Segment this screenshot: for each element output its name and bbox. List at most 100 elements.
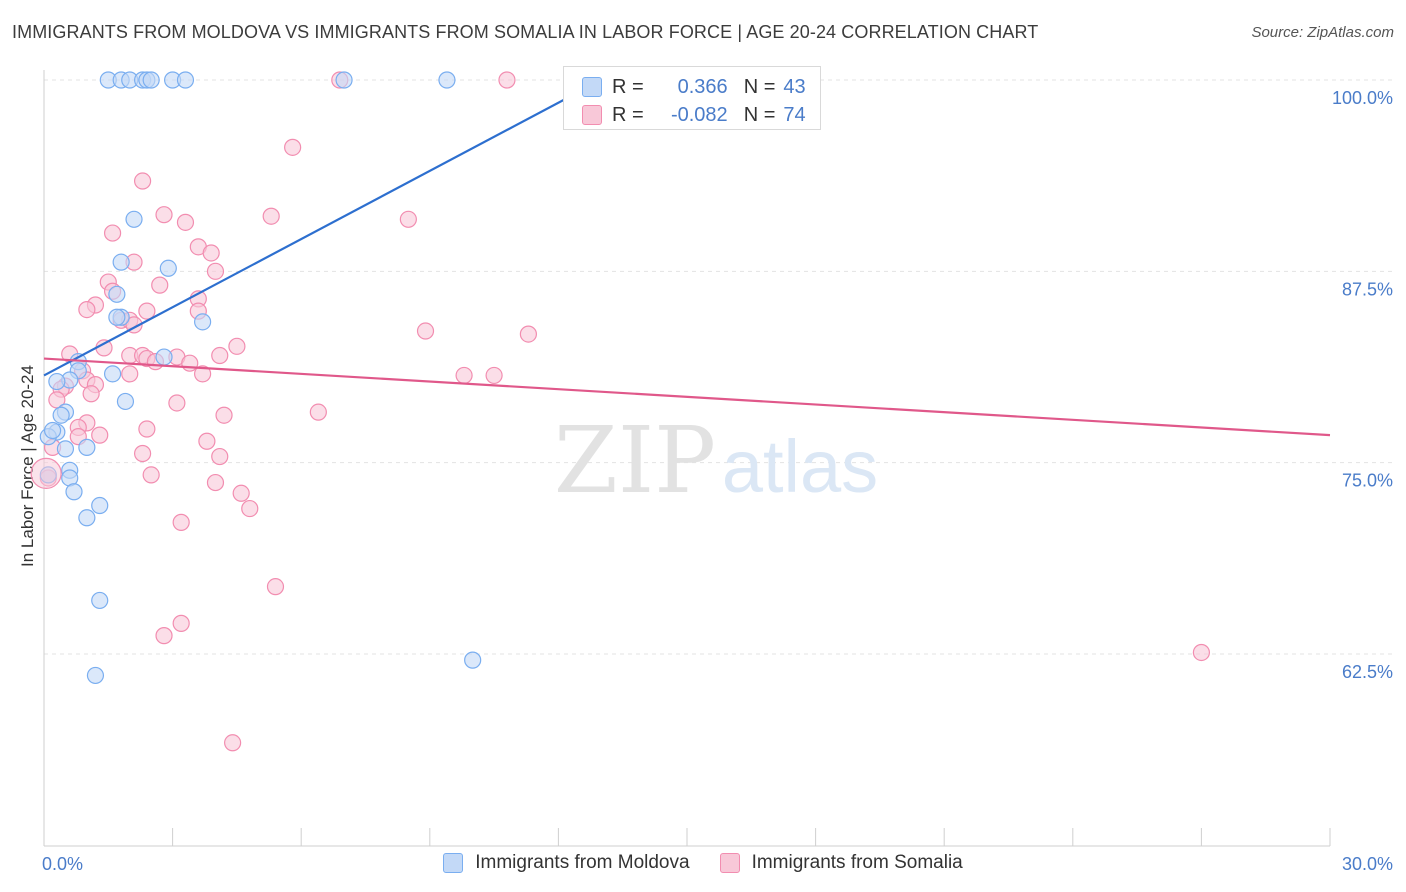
legend-row-somalia: R = -0.082 N = 74 — [582, 101, 806, 129]
moldova-point — [108, 285, 126, 303]
stats-legend: R = 0.366 N = 43 R = -0.082 N = 74 — [563, 66, 821, 130]
somalia-point — [519, 325, 537, 343]
somalia-point — [133, 444, 152, 463]
somalia-point — [211, 346, 229, 365]
chart-title: IMMIGRANTS FROM MOLDOVA VS IMMIGRANTS FR… — [12, 22, 1039, 42]
somalia-point — [155, 627, 173, 645]
somalia-point — [142, 466, 160, 484]
y-tick-label: 62.5% — [1342, 662, 1393, 682]
somalia-point — [206, 262, 225, 280]
n-label: N = — [743, 103, 776, 126]
moldova-swatch-icon — [582, 77, 602, 97]
moldova-point — [78, 438, 96, 456]
moldova-point — [91, 591, 109, 610]
somalia-point — [121, 365, 139, 383]
somalia-point — [1192, 643, 1211, 662]
moldova-point — [56, 440, 75, 458]
somalia-point — [498, 71, 516, 89]
somalia-point — [206, 473, 225, 492]
legend-item-moldova: Immigrants from Moldova — [443, 852, 690, 874]
somalia-point — [151, 276, 169, 294]
moldova-point — [194, 313, 212, 331]
source-label: Source: ZipAtlas.com — [1251, 24, 1394, 41]
moldova-point — [48, 372, 66, 391]
somalia-point — [224, 734, 242, 752]
moldova-point — [176, 71, 195, 89]
somalia-point — [30, 457, 62, 489]
moldova-point — [78, 509, 96, 527]
y-tick-label: 100.0% — [1332, 88, 1393, 108]
somalia-point — [95, 339, 113, 357]
somalia-point — [228, 337, 246, 355]
somalia-point — [176, 213, 195, 231]
somalia-point — [455, 366, 473, 385]
moldova-point — [116, 392, 135, 411]
moldova-point — [86, 666, 105, 685]
somalia-point — [138, 420, 156, 438]
somalia-point — [155, 206, 173, 224]
moldova-point — [142, 71, 160, 89]
r-label: R = — [612, 75, 644, 98]
somalia-point — [194, 365, 212, 383]
moldova-point — [108, 308, 126, 326]
somalia-point — [232, 484, 250, 502]
somalia-point — [284, 138, 302, 156]
somalia-point — [138, 302, 156, 320]
somalia-point — [485, 366, 503, 385]
moldova-point — [91, 496, 109, 515]
legend-row-moldova: R = 0.366 N = 43 — [582, 73, 806, 101]
somalia-point — [103, 224, 122, 242]
legend-item-somalia: Immigrants from Somalia — [719, 852, 963, 874]
somalia-point — [416, 322, 435, 340]
watermark-atlas: atlas — [722, 425, 878, 508]
somalia-point — [181, 354, 199, 372]
moldova-trend-line — [43, 79, 602, 377]
legend-label-moldova: Immigrants from Moldova — [475, 852, 690, 873]
x-tick-label: 30.0% — [1342, 854, 1393, 874]
moldova-point — [464, 651, 482, 669]
moldova-point — [103, 365, 122, 383]
moldova-point — [438, 71, 456, 89]
somalia-point — [133, 172, 152, 190]
y-tick-label: 87.5% — [1342, 279, 1393, 299]
somalia-point — [211, 447, 229, 466]
moldova-point — [125, 210, 143, 228]
somalia-swatch-icon — [582, 105, 602, 125]
moldova-point — [52, 406, 70, 424]
r-label: R = — [612, 103, 644, 126]
somalia-point — [202, 244, 220, 262]
somalia-point — [91, 426, 109, 444]
somalia-point — [241, 499, 259, 518]
watermark-zip: ZIP — [554, 407, 716, 514]
somalia-point — [172, 513, 190, 531]
moldova-point — [159, 259, 177, 277]
x-tick-label: 0.0% — [42, 854, 83, 874]
y-tick-label: 75.0% — [1342, 471, 1393, 491]
n-value-moldova: 43 — [783, 75, 806, 98]
somalia-point — [262, 207, 280, 225]
r-value-somalia: -0.082 — [670, 103, 728, 126]
somalia-point — [215, 406, 233, 424]
series-legend: Immigrants from Moldova Immigrants from … — [0, 852, 1406, 874]
somalia-point — [78, 301, 96, 319]
somalia-point — [168, 394, 186, 412]
somalia-point — [198, 432, 216, 450]
r-value-moldova: 0.366 — [677, 75, 728, 98]
moldova-point — [112, 253, 130, 271]
somalia-point — [399, 210, 417, 228]
n-label: N = — [743, 75, 776, 98]
somalia-point — [82, 385, 100, 403]
legend-label-somalia: Immigrants from Somalia — [751, 852, 963, 873]
somalia-trend-line — [43, 357, 1331, 437]
moldova-point — [65, 483, 83, 501]
somalia-point — [309, 403, 327, 421]
somalia-point — [266, 578, 285, 596]
moldova-point — [155, 348, 173, 366]
moldova-point — [335, 71, 353, 89]
moldova-point — [43, 421, 62, 440]
somalia-legend-icon — [719, 853, 740, 873]
n-value-somalia: 74 — [783, 103, 806, 126]
moldova-legend-icon — [443, 853, 464, 873]
somalia-point — [172, 614, 190, 632]
